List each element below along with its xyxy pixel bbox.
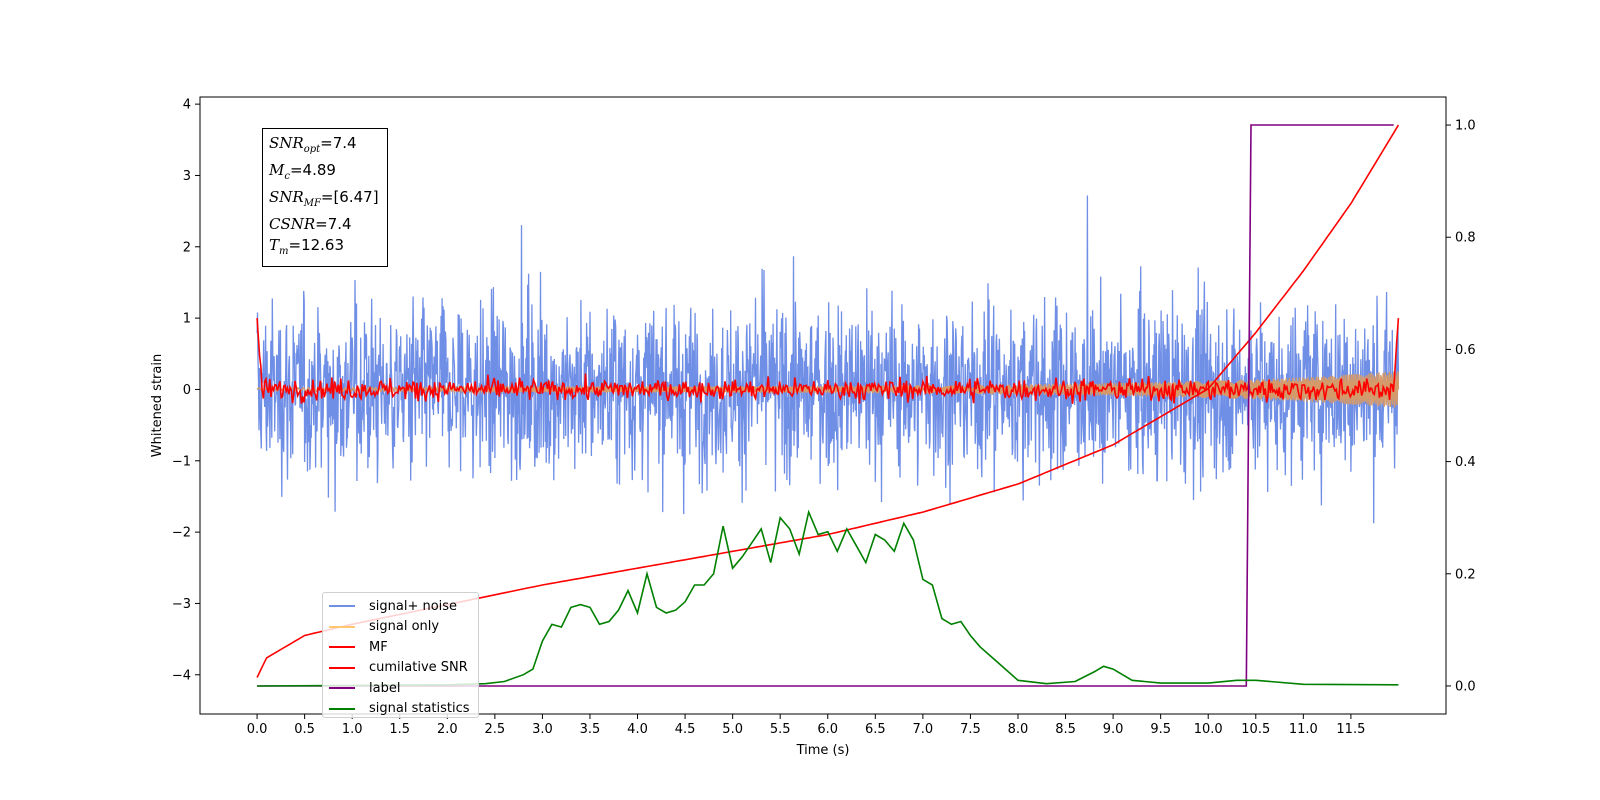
legend-label: cumilative SNR <box>369 660 468 676</box>
annotation-chirp-mass: Mc=4.89 <box>269 161 336 182</box>
x-tick-label: 11.5 <box>1336 722 1365 737</box>
annotation-tm: Tm=12.63 <box>269 236 345 257</box>
legend-label: signal only <box>369 619 440 635</box>
y2-tick-label: 0.2 <box>1455 567 1476 582</box>
legend-swatch <box>329 666 355 669</box>
y-tick-label: 0 <box>183 383 191 398</box>
x-tick-label: 4.5 <box>675 722 696 737</box>
x-tick-label: 1.5 <box>389 722 410 737</box>
x-tick-label: 6.5 <box>865 722 886 737</box>
legend-label: signal statistics <box>369 701 470 717</box>
x-tick-label: 2.5 <box>485 722 506 737</box>
x-tick-label: 8.0 <box>1008 722 1029 737</box>
series-signal-noise-line <box>256 195 1400 524</box>
legend: signal+ noise signal only MF cumilative … <box>322 592 479 718</box>
x-tick-label: 0.5 <box>294 722 315 737</box>
y2-tick-label: 0.0 <box>1455 679 1476 694</box>
x-tick-label: 1.0 <box>342 722 363 737</box>
x-axis-label: Time (s) <box>796 743 850 758</box>
legend-swatch <box>329 605 355 608</box>
legend-swatch <box>329 707 355 710</box>
y-tick-label: −2 <box>172 526 191 541</box>
legend-label: MF <box>369 639 388 655</box>
x-tick-label: 3.5 <box>580 722 601 737</box>
y-tick-label: −3 <box>172 597 191 612</box>
annotation-snr-opt: SNRopt=7.4 <box>269 134 357 155</box>
y2-tick-label: 1.0 <box>1455 119 1476 134</box>
y-tick-label: 3 <box>183 169 191 184</box>
y-tick-label: 4 <box>183 98 191 113</box>
series-mf-line <box>256 318 1400 404</box>
legend-item-mf: MF <box>329 637 472 658</box>
x-tick-label: 2.0 <box>437 722 458 737</box>
y-tick-label: −4 <box>172 668 191 683</box>
legend-item-cumulative-snr: cumilative SNR <box>329 658 472 679</box>
legend-label: label <box>369 680 401 696</box>
x-tick-label: 10.5 <box>1241 722 1270 737</box>
x-tick-label: 5.0 <box>722 722 743 737</box>
legend-item-label: label <box>329 678 472 699</box>
y-axis-label: Whitened strain <box>150 354 165 457</box>
series-label-line <box>257 124 1394 687</box>
plot-frame <box>199 96 1447 715</box>
annotation-csnr: CSNR=7.4 <box>269 215 352 233</box>
series-signal-statistics-line <box>257 509 1399 687</box>
legend-swatch <box>329 646 355 649</box>
y-tick-label: 1 <box>183 312 191 327</box>
legend-item-signal-noise: signal+ noise <box>329 596 472 617</box>
annotation-snr-mf: SNRMF=[6.47] <box>269 188 379 209</box>
x-tick-label: 9.0 <box>1103 722 1124 737</box>
axes: 0.0 0.5 1.0 1.5 2.0 2.5 3.0 3.5 4.0 4.5 5.0 5.5 6.0 6… <box>150 96 1476 758</box>
legend-label: signal+ noise <box>369 598 458 614</box>
legend-swatch <box>329 625 355 628</box>
x-tick-label: 6.0 <box>817 722 838 737</box>
y-tick-label: −1 <box>172 454 191 469</box>
legend-item-signal-only: signal only <box>329 617 472 638</box>
x-tick-label: 4.0 <box>627 722 648 737</box>
annotation-box: SNRopt=7.4 Mc=4.89 SNRMF=[6.47] CSNR=7.4… <box>262 128 388 267</box>
legend-item-signal-statistics: signal statistics <box>329 699 472 720</box>
x-tick-label: 7.0 <box>913 722 934 737</box>
x-tick-label: 0.0 <box>247 722 268 737</box>
y-tick-label: 2 <box>183 240 191 255</box>
y2-tick-label: 0.6 <box>1455 343 1476 358</box>
x-tick-label: 9.5 <box>1150 722 1171 737</box>
x-tick-label: 11.0 <box>1289 722 1318 737</box>
x-tick-label: 5.5 <box>770 722 791 737</box>
x-tick-label: 7.5 <box>960 722 981 737</box>
x-tick-label: 10.0 <box>1194 722 1223 737</box>
y2-tick-label: 0.4 <box>1455 455 1476 470</box>
legend-swatch <box>329 687 355 690</box>
x-tick-label: 8.5 <box>1055 722 1076 737</box>
y2-tick-label: 0.8 <box>1455 231 1476 246</box>
x-tick-label: 3.0 <box>532 722 553 737</box>
